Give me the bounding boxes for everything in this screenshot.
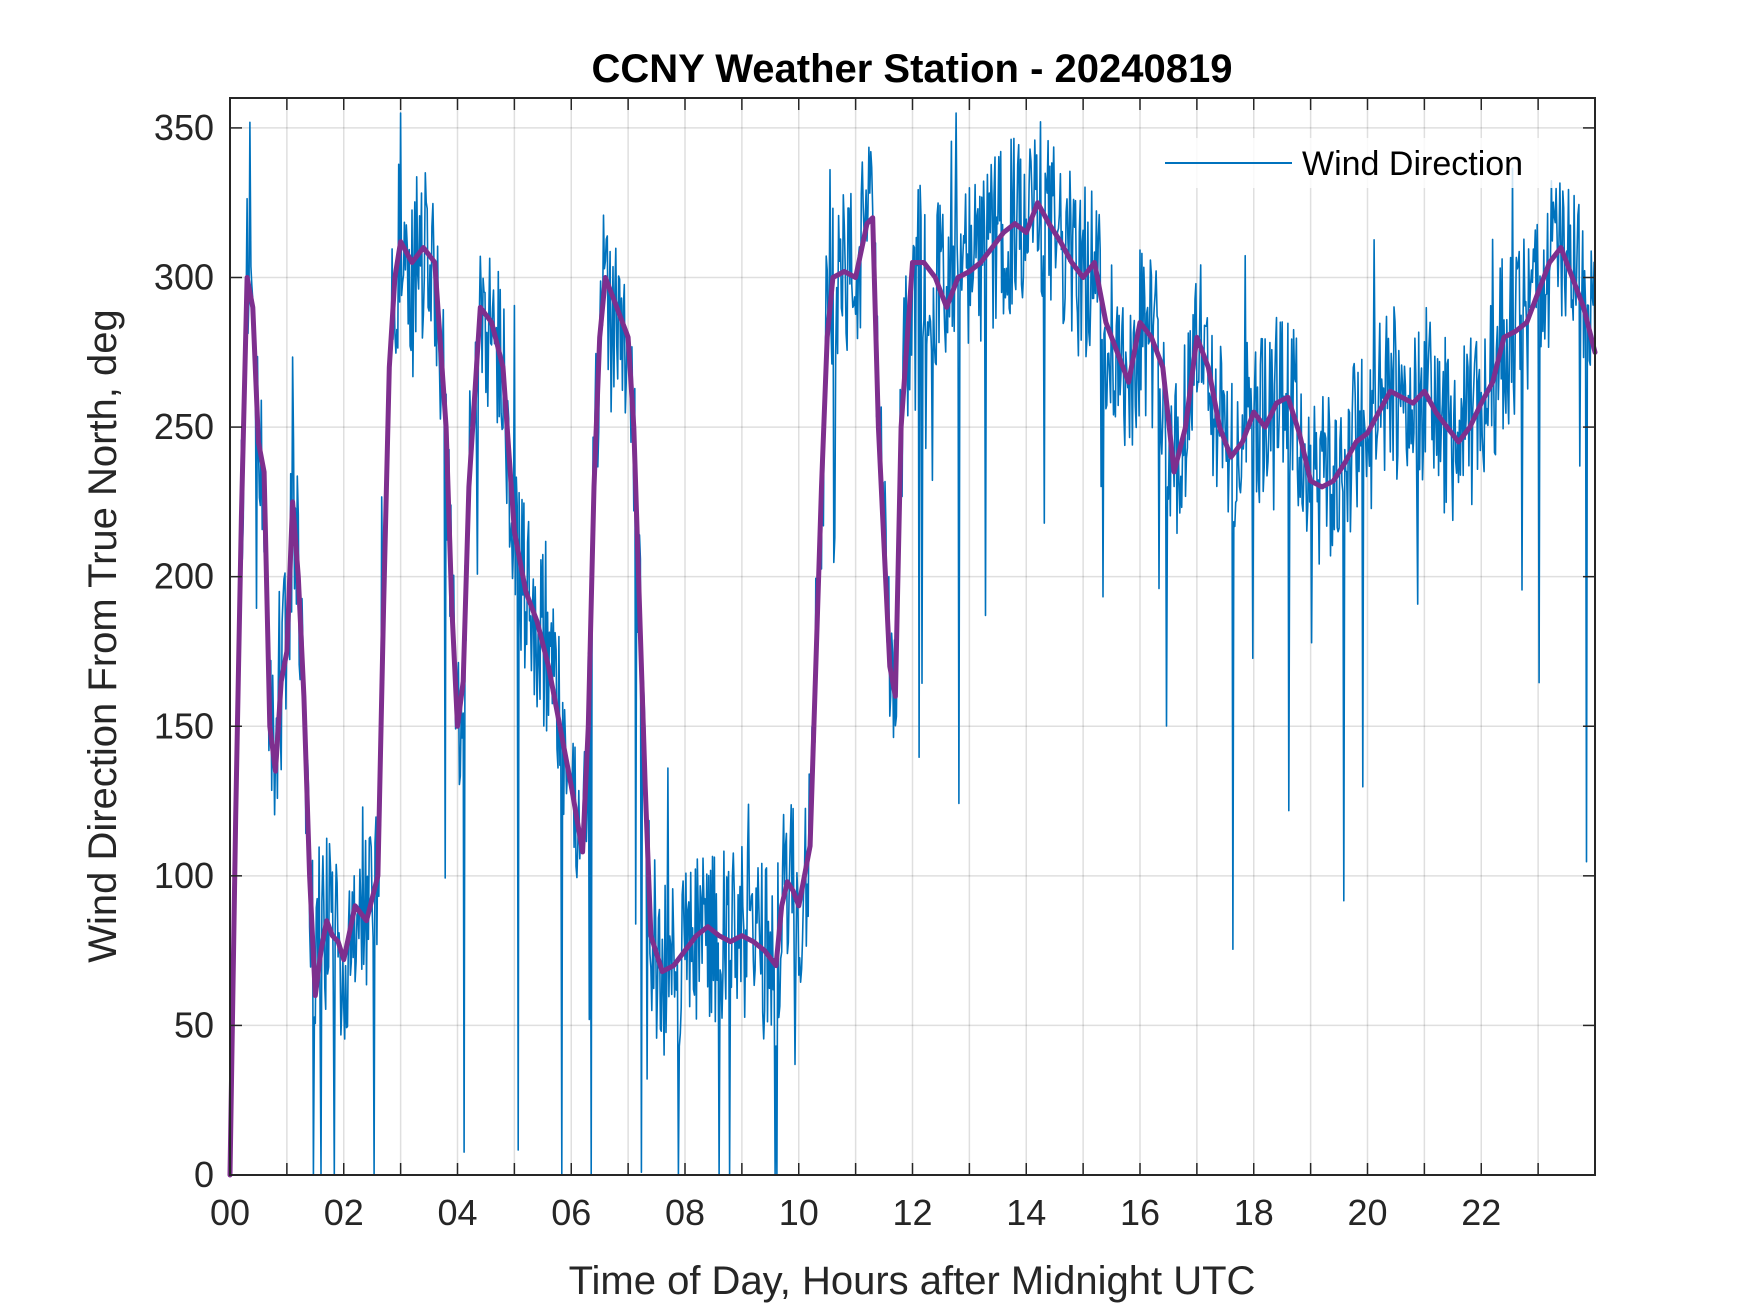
x-tick-label: 02: [324, 1192, 364, 1233]
y-tick-label: 0: [194, 1154, 214, 1195]
y-tick-label: 50: [174, 1004, 214, 1045]
x-tick-label: 16: [1120, 1192, 1160, 1233]
x-tick-label: 08: [665, 1192, 705, 1233]
x-tick-labels: 00 02 04 06 08 10 12 14 16 18 20 22: [210, 1192, 1501, 1233]
y-tick-label: 100: [154, 855, 214, 896]
y-tick-label: 350: [154, 107, 214, 148]
x-tick-label: 14: [1006, 1192, 1046, 1233]
y-tick-label: 150: [154, 705, 214, 746]
x-tick-label: 06: [551, 1192, 591, 1233]
tick-marks: [230, 98, 1595, 1176]
x-axis-label: Time of Day, Hours after Midnight UTC: [569, 1259, 1256, 1303]
series-group: [227, 112, 1598, 1178]
chart-title: CCNY Weather Station - 20240819: [592, 47, 1233, 91]
x-tick-label: 00: [210, 1192, 250, 1233]
grid: [230, 98, 1595, 1175]
legend-label-wind-direction: Wind Direction: [1302, 145, 1523, 183]
series-line-smoothed: [227, 200, 1598, 1178]
x-tick-label: 20: [1347, 1192, 1387, 1233]
x-tick-label: 22: [1461, 1192, 1501, 1233]
x-tick-label: 04: [437, 1192, 477, 1233]
y-tick-labels: 0 50 100 150 200 250 300 350: [154, 107, 214, 1195]
x-tick-label: 12: [892, 1192, 932, 1233]
x-tick-label: 10: [779, 1192, 819, 1233]
y-tick-label: 300: [154, 257, 214, 298]
y-axis-label: Wind Direction From True North, deg: [81, 309, 125, 963]
x-tick-label: 18: [1234, 1192, 1274, 1233]
y-tick-label: 200: [154, 556, 214, 597]
y-tick-label: 250: [154, 406, 214, 447]
legend: Wind Direction: [1155, 138, 1553, 188]
